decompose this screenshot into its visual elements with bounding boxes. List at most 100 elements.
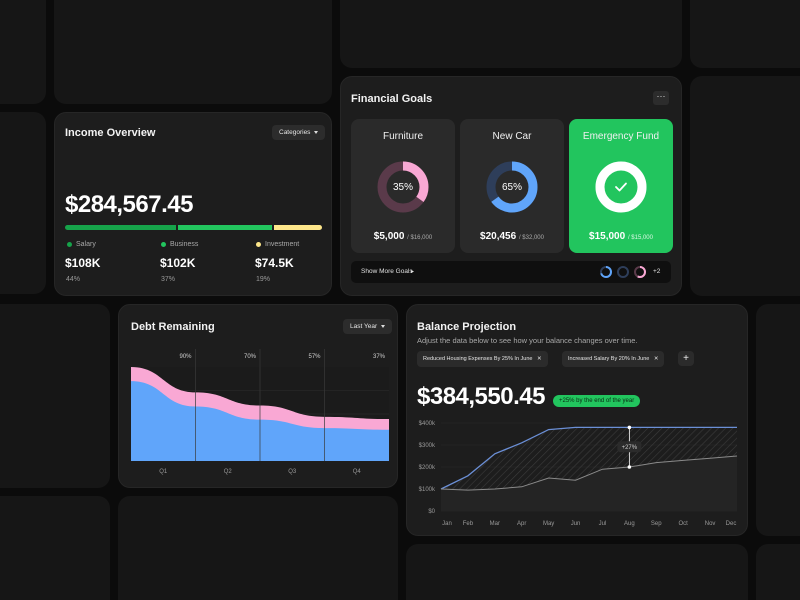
goal-card-new-car[interactable]: New Car 65% $20,456 / $32,000 bbox=[460, 119, 564, 253]
goal-card-furniture[interactable]: Furniture 35% $5,000 / $16,000 bbox=[351, 119, 455, 253]
x-tick-label: Q4 bbox=[353, 469, 362, 475]
investment-dot bbox=[256, 241, 261, 247]
goal-progress-ring: 65% bbox=[486, 161, 538, 213]
background-tile bbox=[0, 0, 46, 104]
goal-amount: $5,000 / $16,000 bbox=[373, 231, 433, 242]
background-tile bbox=[756, 544, 800, 600]
salary-value: $108K bbox=[65, 256, 101, 270]
mini-ring bbox=[617, 266, 629, 278]
goal-name: New Car bbox=[492, 131, 532, 142]
projected-balance-line bbox=[440, 426, 737, 490]
filter-tag-housing[interactable]: Reduced Housing Expenses By 25% In June … bbox=[417, 351, 548, 367]
categories-dropdown[interactable]: Categories bbox=[272, 125, 326, 140]
business-legend: Business bbox=[161, 241, 198, 248]
goal-card-emergency-fund[interactable]: Emergency Fund $15,000 / $15,000 bbox=[569, 119, 673, 253]
salary-dot bbox=[67, 241, 72, 247]
filter-tag-salary[interactable]: Increased Salary By 20% In June ✕ bbox=[562, 351, 665, 367]
add-filter-button[interactable]: + bbox=[678, 351, 694, 366]
investment-value: $74.5K bbox=[255, 256, 294, 270]
show-more-goals-label: Show More Goals bbox=[361, 268, 413, 275]
balance-line-chart: $0 $100k $200k $300k $400k +27% Jan Feb Mar Apr Ma… bbox=[419, 421, 738, 527]
x-tick-label: Nov bbox=[705, 521, 716, 527]
highlight-point-top[interactable] bbox=[627, 425, 632, 430]
goal-name: Emergency Fund bbox=[582, 131, 660, 142]
column-label: 90% bbox=[179, 354, 192, 360]
goal-progress-ring bbox=[595, 161, 647, 213]
x-tick-label: Q1 bbox=[159, 469, 168, 475]
filter-tag-label: Increased Salary By 20% In June bbox=[568, 356, 650, 362]
background-tile bbox=[690, 76, 800, 296]
x-tick-label: Sep bbox=[651, 521, 662, 527]
background-tile bbox=[0, 496, 110, 600]
column-label: 57% bbox=[308, 354, 321, 360]
goal-percent: 65% bbox=[502, 182, 522, 193]
x-tick-label: Aug bbox=[624, 521, 635, 527]
column-label: 37% bbox=[373, 354, 386, 360]
salary-segment bbox=[65, 225, 177, 230]
financial-goals-card: Financial Goals ··· Furniture 35% $5,000… bbox=[340, 76, 682, 296]
ring-fill bbox=[486, 161, 538, 213]
background-tile bbox=[690, 0, 800, 68]
goal-amount: $20,456 / $32,000 bbox=[480, 231, 544, 242]
close-icon[interactable]: ✕ bbox=[537, 356, 542, 362]
business-pct: 37% bbox=[161, 276, 176, 283]
income-overview-card: Income Overview Categories $284,567.45 S… bbox=[54, 112, 332, 296]
business-value: $102K bbox=[160, 256, 196, 270]
last-year-label: Last Year bbox=[350, 323, 378, 330]
goal-name: Furniture bbox=[382, 131, 423, 142]
business-segment bbox=[178, 225, 272, 230]
x-tick-label: Jun bbox=[571, 521, 581, 527]
business-dot bbox=[161, 241, 166, 247]
categories-label: Categories bbox=[279, 129, 311, 136]
debt-area-chart: 90% 70% 57% 37% Q1 Q2 Q3 Q4 bbox=[131, 349, 389, 475]
income-title: Income Overview bbox=[65, 127, 156, 139]
x-tick-label: Jul bbox=[599, 521, 607, 527]
balance-subtitle: Adjust the data below to see how your ba… bbox=[417, 336, 638, 345]
y-tick-label: $100k bbox=[419, 487, 436, 493]
balance-total: $384,550.45 bbox=[417, 383, 545, 410]
x-tick-label: Oct bbox=[679, 521, 689, 527]
debt-remaining-card: Debt Remaining Last Year 90% 70% 57% 37% Q1 Q… bbox=[118, 304, 398, 488]
chevron-down-icon bbox=[381, 324, 386, 328]
income-total: $284,567.45 bbox=[65, 191, 193, 218]
background-tile bbox=[54, 0, 332, 104]
growth-badge: +25% by the end of the year bbox=[553, 395, 641, 407]
background-tile bbox=[0, 112, 46, 294]
close-icon[interactable]: ✕ bbox=[653, 356, 659, 362]
background-tile bbox=[406, 544, 748, 600]
income-progress-bar bbox=[65, 225, 322, 230]
y-tick-label: $200k bbox=[419, 465, 436, 471]
salary-legend: Salary bbox=[67, 241, 96, 248]
x-tick-label: Mar bbox=[490, 521, 500, 527]
chevron-right-icon: ▸ bbox=[411, 269, 415, 275]
ring-fill bbox=[595, 161, 647, 213]
projection-band bbox=[441, 427, 737, 491]
annotation-box bbox=[617, 441, 642, 453]
goal-amount: $15,000 / $15,000 bbox=[589, 231, 653, 242]
show-more-goals-bar[interactable]: Show More Goals ▸ +2 bbox=[351, 261, 671, 283]
goal-progress-ring: 35% bbox=[377, 161, 429, 213]
debt-title: Debt Remaining bbox=[131, 321, 215, 333]
ring-fill bbox=[377, 161, 429, 213]
column-label: 70% bbox=[244, 354, 257, 360]
current-balance-line bbox=[440, 455, 738, 491]
x-tick-label: Dec bbox=[726, 521, 737, 527]
balance-title: Balance Projection bbox=[417, 321, 517, 333]
more-horizontal-icon[interactable]: ··· bbox=[653, 91, 669, 105]
mini-ring bbox=[600, 266, 612, 278]
annotation-label: +27% bbox=[622, 445, 638, 451]
filter-tag-label: Reduced Housing Expenses By 25% In June bbox=[423, 356, 533, 362]
highlight-point-bottom[interactable] bbox=[627, 465, 632, 469]
background-tile bbox=[340, 0, 682, 68]
investment-legend: Investment bbox=[256, 241, 299, 248]
investment-segment bbox=[273, 225, 322, 230]
extra-goals-count: +2 bbox=[653, 268, 661, 275]
investment-pct: 19% bbox=[256, 276, 271, 283]
balance-projection-card: Balance Projection Adjust the data below… bbox=[406, 304, 748, 536]
x-tick-label: Q2 bbox=[224, 469, 233, 475]
last-year-dropdown[interactable]: Last Year bbox=[343, 319, 393, 334]
background-tile bbox=[0, 304, 110, 488]
plus-icon: + bbox=[683, 353, 689, 364]
salary-pct: 44% bbox=[66, 276, 81, 283]
x-tick-label: Jan bbox=[442, 521, 452, 527]
